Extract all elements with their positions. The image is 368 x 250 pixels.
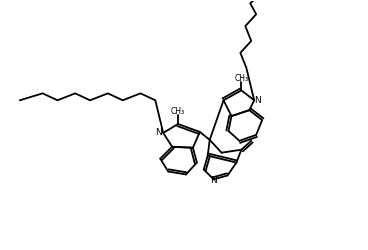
Text: CH₃: CH₃ [234,74,248,83]
Text: N: N [155,128,162,138]
Text: N: N [210,176,217,185]
Text: N: N [254,96,261,105]
Text: CH₃: CH₃ [171,107,185,116]
